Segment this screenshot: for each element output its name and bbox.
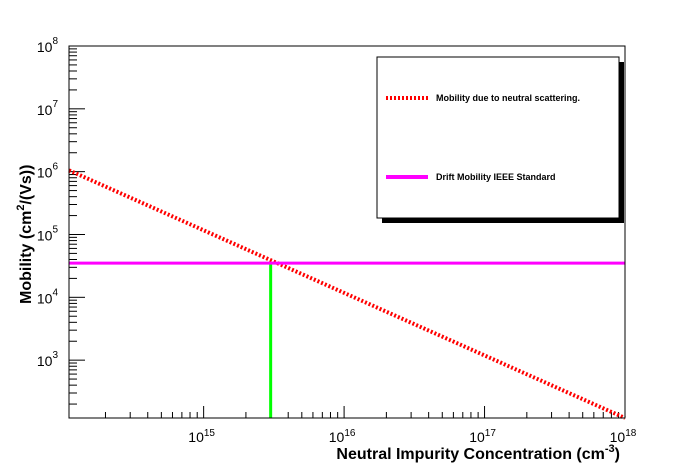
axis-ticks xyxy=(69,45,626,418)
x-tick-label: 1015 xyxy=(188,428,215,445)
y-tick-label-exp: 5 xyxy=(52,224,58,235)
y-tick-label-base: 10 xyxy=(37,165,53,181)
x-tick-label-base: 10 xyxy=(610,429,626,445)
y-tick-label: 108 xyxy=(37,36,59,55)
y-axis-title-sup: 2 xyxy=(15,205,27,211)
y-tick-label-exp: 4 xyxy=(52,287,58,298)
legend-label-drift-mobility: Drift Mobility IEEE Standard xyxy=(436,172,556,182)
legend: Mobility due to neutral scattering. Drif… xyxy=(376,56,624,223)
x-axis-title-sup: -3 xyxy=(605,443,615,455)
y-axis-title: Mobility (cm2/(Vs)) xyxy=(15,165,35,304)
legend-label-neutral-scattering: Mobility due to neutral scattering. xyxy=(436,93,580,103)
y-tick-label-exp: 7 xyxy=(52,99,58,110)
plot-frame xyxy=(68,45,626,419)
x-tick-label-exp: 18 xyxy=(625,428,637,439)
x-tick-label-exp: 17 xyxy=(485,428,497,439)
y-tick-label-base: 10 xyxy=(37,353,53,369)
x-tick-label-exp: 15 xyxy=(204,428,216,439)
x-axis-title-end: ) xyxy=(615,446,620,463)
x-axis-title-main: Neutral Impurity Concentration (cm xyxy=(336,446,604,463)
x-tick-label-base: 10 xyxy=(188,429,204,445)
x-tick-label: 1017 xyxy=(469,428,496,445)
x-tick-label-base: 10 xyxy=(329,429,345,445)
x-axis-title: Neutral Impurity Concentration (cm-3) xyxy=(336,443,620,463)
x-tick-label-base: 10 xyxy=(469,429,485,445)
x-tick-labels: 1015 1016 1017 1018 xyxy=(188,428,636,445)
y-tick-label-base: 10 xyxy=(37,290,53,306)
y-tick-label: 103 xyxy=(37,350,59,369)
y-tick-label: 107 xyxy=(37,99,59,118)
y-axis-title-end: /(Vs)) xyxy=(18,165,35,205)
series-line-neutral-scattering xyxy=(68,168,626,420)
x-tick-label: 1016 xyxy=(329,428,356,445)
y-tick-label-base: 10 xyxy=(37,39,53,55)
y-tick-label-exp: 8 xyxy=(52,36,58,47)
legend-box xyxy=(376,56,620,219)
y-tick-label: 106 xyxy=(37,162,59,181)
y-tick-label-base: 10 xyxy=(37,227,53,243)
y-tick-label: 104 xyxy=(37,287,59,306)
y-tick-label-exp: 6 xyxy=(52,162,58,173)
y-tick-label: 105 xyxy=(37,224,59,243)
y-axis-title-main: Mobility (cm xyxy=(18,211,35,304)
x-tick-label: 1018 xyxy=(610,428,637,445)
y-tick-label-exp: 3 xyxy=(52,350,58,361)
y-tick-label-base: 10 xyxy=(37,102,53,118)
x-tick-label-exp: 16 xyxy=(344,428,356,439)
series-layer xyxy=(68,168,626,420)
